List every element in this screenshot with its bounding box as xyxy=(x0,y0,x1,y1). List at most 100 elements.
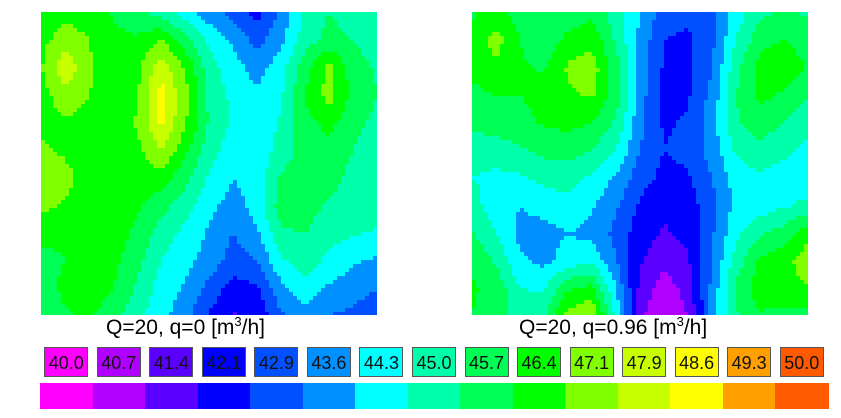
left-contour-cell xyxy=(241,200,246,205)
left-contour-cell xyxy=(297,16,302,21)
left-contour-cell xyxy=(205,184,210,189)
left-contour-cell xyxy=(269,200,274,205)
left-contour-cell xyxy=(301,52,306,57)
left-contour-cell xyxy=(149,224,154,229)
left-contour-cell xyxy=(205,76,210,81)
left-contour-cell xyxy=(209,20,214,25)
left-contour-cell xyxy=(317,92,322,97)
left-contour-cell xyxy=(289,228,294,233)
left-contour-cell xyxy=(133,112,138,117)
left-contour-cell xyxy=(313,40,318,45)
left-contour-cell xyxy=(249,24,254,29)
left-contour-cell xyxy=(177,232,182,237)
left-contour-cell xyxy=(257,92,262,97)
left-contour-cell xyxy=(353,212,358,217)
left-contour-cell xyxy=(281,176,286,181)
left-contour-cell xyxy=(161,36,166,41)
left-contour-cell xyxy=(321,84,326,89)
left-contour-cell xyxy=(237,44,242,49)
left-contour-cell xyxy=(105,100,110,105)
left-contour-cell xyxy=(281,16,286,21)
left-contour-cell xyxy=(169,168,174,173)
left-contour-cell xyxy=(341,176,346,181)
left-contour-cell xyxy=(49,84,54,89)
left-contour-cell xyxy=(205,84,210,89)
left-contour-cell xyxy=(121,172,126,177)
left-contour-cell xyxy=(41,156,46,161)
left-contour-cell xyxy=(349,68,354,73)
left-contour-cell xyxy=(337,180,342,185)
left-contour-cell xyxy=(81,104,86,109)
left-contour-cell xyxy=(109,164,114,169)
left-contour-cell xyxy=(329,108,334,113)
left-contour-cell xyxy=(265,244,270,249)
left-contour-cell xyxy=(205,144,210,149)
left-contour-cell xyxy=(229,76,234,81)
left-contour-cell xyxy=(185,52,190,57)
left-contour-cell xyxy=(157,188,162,193)
left-contour-cell xyxy=(297,60,302,65)
left-contour-cell xyxy=(205,152,210,157)
left-contour-cell xyxy=(113,156,118,161)
left-contour-cell xyxy=(133,12,138,17)
left-contour-cell xyxy=(237,76,242,81)
left-contour-cell xyxy=(221,88,226,93)
left-contour-cell xyxy=(113,192,118,197)
left-contour-cell xyxy=(97,96,102,101)
left-contour-cell xyxy=(201,212,206,217)
left-contour-cell xyxy=(217,196,222,201)
left-contour-cell xyxy=(173,80,178,85)
left-contour-cell xyxy=(205,164,210,169)
left-contour-cell xyxy=(197,196,202,201)
left-contour-cell xyxy=(225,180,230,185)
left-contour-cell xyxy=(217,120,222,125)
left-contour-cell xyxy=(285,168,290,173)
left-contour-cell xyxy=(289,20,294,25)
left-contour-cell xyxy=(153,176,158,181)
left-contour-cell xyxy=(297,108,302,113)
left-contour-cell xyxy=(41,12,46,17)
left-contour-cell xyxy=(201,80,206,85)
left-contour-cell xyxy=(333,144,338,149)
left-contour-cell xyxy=(101,52,106,57)
left-contour-cell xyxy=(173,152,178,157)
left-contour-cell xyxy=(261,188,266,193)
left-contour-cell xyxy=(89,12,94,17)
left-contour-cell xyxy=(141,168,146,173)
left-contour-cell xyxy=(269,240,274,245)
left-contour-cell xyxy=(145,32,150,37)
left-contour-cell xyxy=(57,180,62,185)
left-contour-cell xyxy=(337,152,342,157)
left-contour-cell xyxy=(337,64,342,69)
left-contour-cell xyxy=(273,32,278,37)
left-contour-cell xyxy=(205,12,210,17)
left-contour-cell xyxy=(81,36,86,41)
left-contour-cell xyxy=(213,36,218,41)
left-contour-cell xyxy=(209,204,214,209)
left-contour-cell xyxy=(277,76,282,81)
left-contour-cell xyxy=(141,160,146,165)
left-contour-cell xyxy=(321,184,326,189)
left-contour-cell xyxy=(85,24,90,29)
left-contour-cell xyxy=(89,204,94,209)
left-contour-cell xyxy=(73,44,78,49)
left-contour-cell xyxy=(189,52,194,57)
left-contour-cell xyxy=(305,100,310,105)
left-contour-cell xyxy=(209,228,214,233)
left-contour-cell xyxy=(101,200,106,205)
left-contour-cell xyxy=(45,128,50,133)
left-contour-cell xyxy=(77,100,82,105)
left-contour-cell xyxy=(285,76,290,81)
left-contour-cell xyxy=(93,248,98,253)
left-contour-cell xyxy=(93,180,98,185)
left-contour-cell xyxy=(289,136,294,141)
left-contour-cell xyxy=(197,100,202,105)
left-contour-cell xyxy=(253,116,258,121)
left-contour-cell xyxy=(293,40,298,45)
left-contour-cell xyxy=(113,100,118,105)
left-contour-cell xyxy=(237,184,242,189)
left-contour-cell xyxy=(297,148,302,153)
left-contour-cell xyxy=(233,116,238,121)
left-contour-cell xyxy=(173,196,178,201)
left-contour-cell xyxy=(117,132,122,137)
